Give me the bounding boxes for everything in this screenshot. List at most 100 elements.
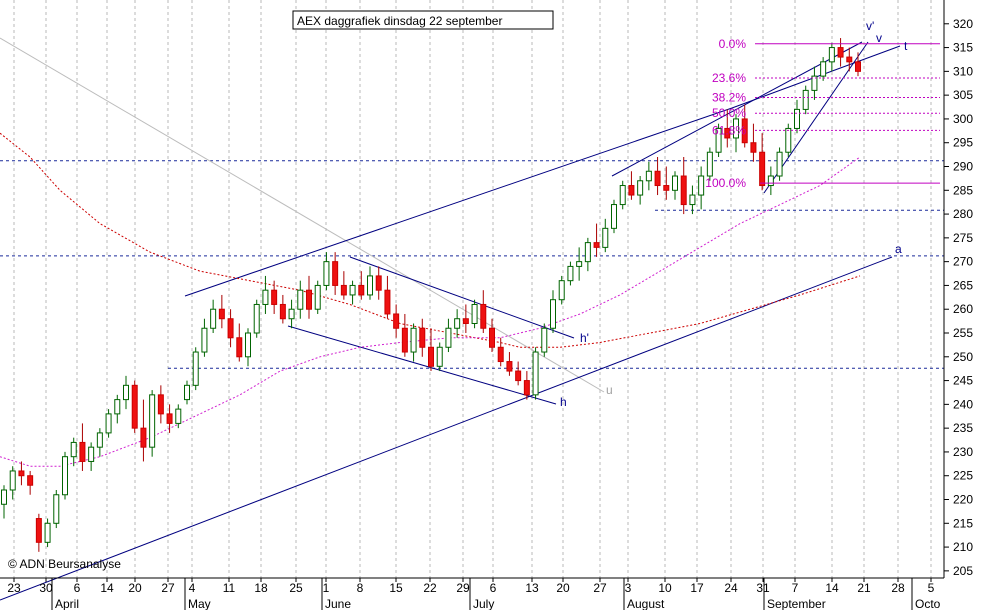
candle	[628, 171, 635, 200]
candle	[558, 275, 565, 305]
candle-body	[218, 308, 225, 320]
candle-body	[506, 361, 513, 372]
candle-body	[253, 303, 260, 334]
candle	[741, 104, 748, 148]
x-tick-label: 22	[423, 581, 437, 595]
candle	[297, 280, 304, 319]
candle	[515, 361, 522, 386]
candle	[855, 52, 861, 77]
candle-body	[375, 275, 382, 291]
y-tick-label: 315	[953, 41, 973, 55]
candle	[532, 347, 539, 400]
candle-body	[628, 185, 635, 196]
candle	[332, 252, 339, 295]
ma-line-2	[0, 156, 861, 467]
candle	[401, 313, 408, 357]
month-label: June	[325, 597, 351, 610]
x-tick-label: 31	[756, 581, 770, 595]
candle	[62, 451, 68, 500]
candle-body	[419, 327, 426, 348]
candle	[506, 352, 513, 376]
candle	[70, 437, 77, 467]
candle	[471, 299, 478, 329]
candle	[436, 342, 443, 372]
candle	[384, 275, 391, 319]
candle-body	[349, 284, 356, 296]
fib-label: 100.0%	[705, 176, 746, 190]
candle-body	[462, 318, 469, 324]
candle	[184, 380, 190, 405]
month-label: August	[627, 597, 665, 610]
candle-body	[480, 303, 487, 329]
y-tick-label: 275	[953, 231, 973, 245]
month-label: Octo	[915, 597, 941, 610]
candle	[18, 461, 25, 486]
candle-body	[192, 351, 199, 386]
candle-body	[523, 380, 530, 396]
candle	[794, 99, 800, 134]
candle-body	[358, 284, 365, 296]
candle-body	[436, 346, 443, 367]
y-tick-label: 235	[953, 421, 973, 435]
x-tick-label: 23	[7, 581, 21, 595]
candle-body	[401, 327, 408, 353]
y-tick-label: 295	[953, 136, 973, 150]
candle	[480, 290, 487, 334]
candle-body	[724, 127, 731, 139]
candle	[175, 404, 182, 429]
line-label: v'	[866, 19, 874, 33]
candle	[96, 428, 103, 457]
y-tick-label: 310	[953, 64, 973, 78]
x-tick-label: 27	[593, 581, 607, 595]
candle	[828, 42, 835, 72]
x-tick-label: 6	[490, 581, 497, 595]
candle-body	[750, 142, 757, 153]
candle-body	[157, 394, 164, 415]
trend-line-h	[287, 325, 557, 405]
candle-body	[785, 127, 792, 153]
candle-body	[140, 427, 147, 448]
x-tick-label: 25	[289, 581, 303, 595]
candle	[323, 252, 330, 291]
y-tick-label: 215	[953, 516, 973, 530]
candle	[454, 309, 461, 338]
candle-body	[706, 151, 713, 177]
candle-body	[454, 318, 461, 329]
candle-body	[846, 56, 853, 63]
candle	[419, 318, 426, 357]
candle	[706, 147, 713, 181]
month-label: April	[55, 597, 79, 610]
x-tick-label: 1	[323, 581, 330, 595]
candle-body	[18, 470, 25, 477]
candle	[410, 323, 417, 362]
fib-label: 50.0%	[712, 106, 746, 120]
candle-body	[245, 332, 251, 358]
y-tick-label: 255	[953, 326, 973, 340]
candle-body	[576, 261, 583, 267]
candle-body	[227, 318, 234, 339]
candle-body	[123, 384, 129, 401]
candle-body	[645, 170, 652, 182]
candle	[602, 218, 609, 253]
candle	[279, 294, 286, 324]
candle	[88, 442, 95, 471]
candle	[724, 109, 731, 148]
candle-body	[593, 242, 600, 248]
candle-body	[541, 327, 548, 353]
candle	[140, 399, 147, 462]
candle	[201, 318, 208, 357]
y-tick-label: 220	[953, 493, 973, 507]
candle	[428, 328, 434, 372]
y-tick-label: 225	[953, 469, 973, 483]
line-labels: v'v t a h' h u	[560, 19, 908, 409]
candle	[611, 199, 617, 234]
candle-body	[27, 475, 34, 486]
candle	[35, 513, 42, 552]
candle-body	[584, 242, 591, 263]
candle-body	[314, 284, 321, 310]
candle	[811, 66, 818, 100]
x-tick-label: 29	[456, 581, 470, 595]
fib-label: 0.0%	[719, 37, 747, 51]
copyright: © ADN Beursanalyse	[8, 557, 121, 571]
candle-body	[428, 346, 434, 367]
